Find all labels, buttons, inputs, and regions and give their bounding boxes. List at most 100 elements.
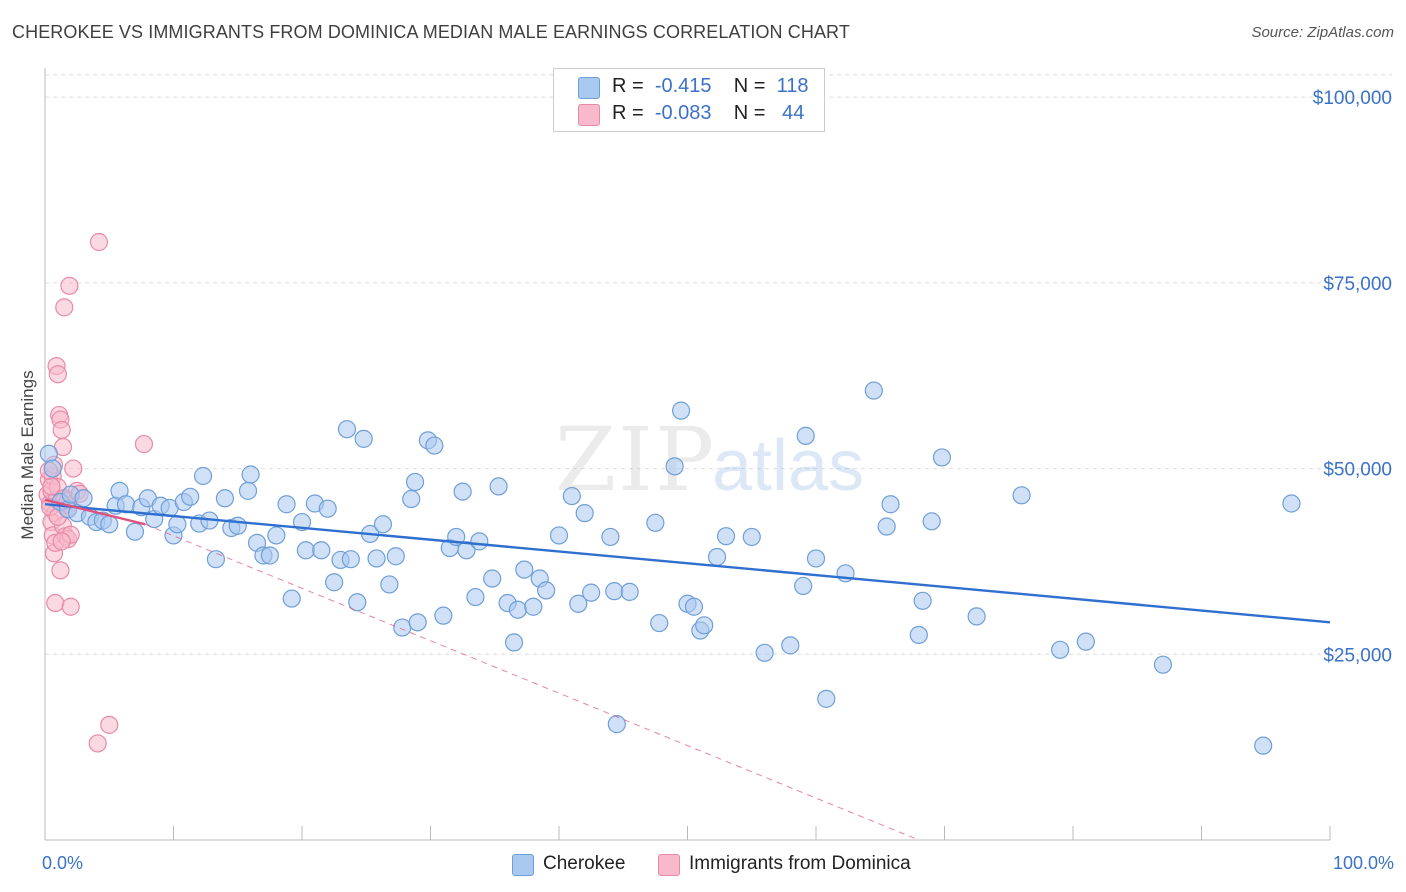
- cherokee-point: [1282, 494, 1301, 513]
- cherokee-point: [605, 582, 624, 601]
- cherokee-point: [453, 482, 472, 501]
- cherokee-point: [277, 495, 296, 514]
- cherokee-point: [707, 547, 727, 567]
- cherokee-point: [817, 689, 836, 708]
- y-axis-label: Median Male Earnings: [18, 370, 37, 539]
- cherokee-point: [932, 448, 952, 467]
- chart-title: CHEROKEE VS IMMIGRANTS FROM DOMINICA MED…: [12, 22, 850, 42]
- cherokee-point: [296, 541, 315, 560]
- cherokee-point: [341, 550, 360, 569]
- cherokee-point: [922, 512, 941, 531]
- cherokee-point: [515, 560, 534, 579]
- cherokee-point: [318, 499, 337, 518]
- legend-label-cherokee: Cherokee: [543, 853, 626, 874]
- cherokee-point: [215, 489, 234, 508]
- cherokee-point: [282, 589, 301, 608]
- cherokee-point: [582, 583, 601, 602]
- series-dominica-points: [38, 232, 154, 753]
- legend-n-label: N =: [733, 75, 766, 97]
- legend-n-value: 118: [776, 75, 809, 97]
- cherokee-point: [881, 495, 900, 514]
- cherokee-point: [267, 526, 286, 545]
- cherokee-point: [671, 401, 691, 420]
- legend-label-dominica: Immigrants from Dominica: [689, 853, 911, 874]
- cherokee-point: [337, 420, 357, 439]
- cherokee-point: [312, 541, 331, 560]
- cherokee-point: [348, 593, 367, 612]
- cherokee-point: [537, 581, 556, 600]
- trend-lines: [44, 498, 1331, 841]
- cherokee-point: [466, 587, 485, 607]
- legend-r-label: R =: [612, 75, 644, 97]
- dominica-point: [55, 298, 74, 317]
- watermark-zip: ZIP: [555, 408, 716, 511]
- cherokee-point: [325, 573, 344, 592]
- trendline-dominica: [145, 523, 919, 841]
- legend-r-value: -0.415: [654, 75, 712, 97]
- cherokee-point: [380, 575, 399, 594]
- cherokee-point: [1051, 640, 1070, 659]
- cherokee-point: [434, 606, 453, 625]
- trendline-cherokee: [44, 503, 1331, 624]
- dominica-point: [88, 734, 107, 753]
- cherokee-point: [425, 436, 444, 455]
- grid-lines: [45, 74, 1392, 655]
- cherokee-point: [877, 517, 896, 536]
- dominica-point: [52, 420, 71, 440]
- watermark-atlas: atlas: [712, 426, 864, 506]
- dominica-point: [61, 597, 80, 616]
- y-tick-label: $75,000: [1323, 274, 1392, 295]
- dominica-point: [46, 593, 65, 613]
- trendline-dominica: [44, 498, 146, 526]
- y-tick-label: $100,000: [1313, 88, 1392, 109]
- cherokee-point: [100, 515, 119, 534]
- cherokee-point: [504, 633, 524, 652]
- cherokee-point: [43, 459, 62, 478]
- cherokee-point: [354, 429, 373, 448]
- cherokee-point: [508, 600, 527, 619]
- cherokee-point: [1153, 655, 1173, 674]
- cherokee-point: [716, 527, 736, 546]
- cherokee-point: [524, 597, 543, 616]
- cherokee-point: [684, 597, 704, 616]
- cherokee-point: [909, 625, 928, 645]
- dominica-point: [134, 434, 154, 454]
- cherokee-point: [405, 472, 425, 492]
- cherokee-point: [408, 613, 427, 632]
- cherokee-point: [367, 549, 386, 568]
- cherokee-point: [646, 513, 665, 532]
- cherokee-point: [228, 516, 247, 535]
- cherokee-point: [125, 522, 145, 541]
- dominica-point: [64, 459, 83, 478]
- dominica-point: [100, 715, 119, 734]
- cherokee-point: [620, 582, 639, 601]
- correlation-legend: R = -0.415 N = 118 R = -0.083 N = 44: [553, 68, 825, 132]
- dominica-point: [89, 232, 109, 252]
- cherokee-point: [806, 549, 826, 568]
- legend-swatch-pink: [578, 104, 600, 126]
- cherokee-point: [489, 477, 508, 496]
- x-tick-label-max: 100.0%: [1333, 853, 1394, 873]
- cherokee-point: [742, 527, 761, 547]
- cherokee-point: [781, 636, 800, 655]
- legend-n-label: N =: [733, 102, 766, 124]
- cherokee-point: [386, 547, 405, 566]
- cherokee-point: [260, 546, 279, 565]
- cherokee-point: [181, 487, 200, 506]
- dominica-point: [60, 276, 79, 295]
- source-label: Source: ZipAtlas.com: [1251, 24, 1394, 41]
- legend-swatch-blue: [512, 854, 534, 876]
- cherokee-point: [74, 489, 93, 508]
- cherokee-point: [569, 594, 588, 613]
- legend-swatch-pink: [658, 854, 680, 876]
- cherokee-point: [1254, 736, 1273, 755]
- dominica-point: [42, 477, 61, 496]
- cherokee-point: [168, 515, 187, 534]
- watermark: ZIP atlas: [555, 408, 864, 511]
- y-tick-label: $50,000: [1323, 460, 1392, 481]
- cherokee-point: [483, 569, 502, 588]
- cherokee-point: [241, 465, 260, 484]
- dominica-point: [51, 561, 70, 580]
- cherokee-point: [796, 426, 815, 445]
